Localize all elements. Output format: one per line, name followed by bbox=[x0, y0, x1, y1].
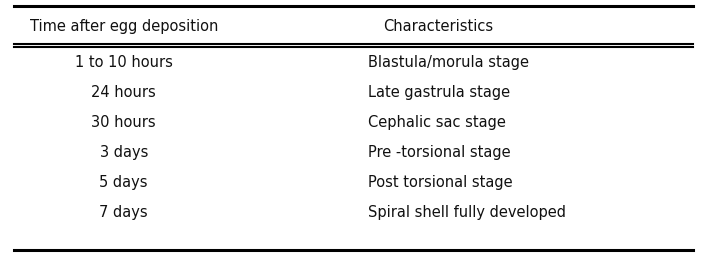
Text: Pre -torsional stage: Pre -torsional stage bbox=[368, 145, 510, 160]
Text: Cephalic sac stage: Cephalic sac stage bbox=[368, 115, 506, 130]
Text: Blastula/morula stage: Blastula/morula stage bbox=[368, 55, 529, 70]
Text: Post torsional stage: Post torsional stage bbox=[368, 174, 513, 190]
Text: 5 days: 5 days bbox=[100, 174, 148, 190]
Text: Characteristics: Characteristics bbox=[383, 19, 493, 34]
Text: Late gastrula stage: Late gastrula stage bbox=[368, 85, 510, 100]
Text: 7 days: 7 days bbox=[100, 204, 148, 220]
Text: Spiral shell fully developed: Spiral shell fully developed bbox=[368, 204, 566, 220]
Text: 1 to 10 hours: 1 to 10 hours bbox=[75, 55, 173, 70]
Text: 3 days: 3 days bbox=[100, 145, 148, 160]
Text: 24 hours: 24 hours bbox=[91, 85, 156, 100]
Text: 30 hours: 30 hours bbox=[91, 115, 156, 130]
Text: Time after egg deposition: Time after egg deposition bbox=[30, 19, 218, 34]
